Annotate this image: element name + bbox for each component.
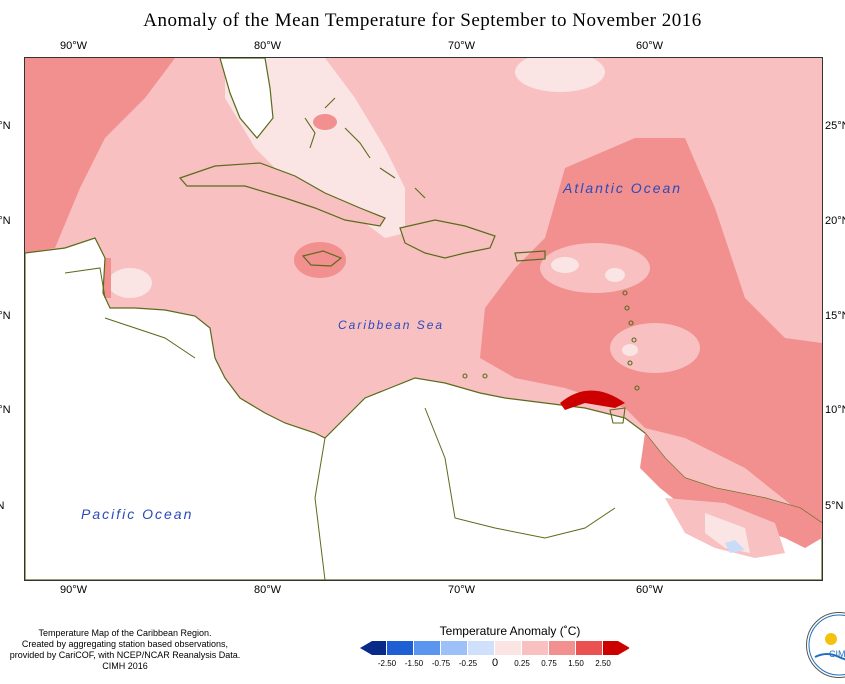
- cimh-logo: CIM: [806, 612, 845, 678]
- land-cuba: [178, 162, 386, 227]
- bottom-lon-label: 60°W: [636, 584, 664, 596]
- legend-swatch: [576, 641, 603, 655]
- legend-tick-label: -1.50: [404, 659, 424, 668]
- legend-tick-label: -0.75: [431, 659, 451, 668]
- legend-swatch: [441, 641, 468, 655]
- bottom-lon-label: 80°W: [254, 584, 282, 596]
- left-lat-label: 5°N: [0, 500, 5, 512]
- anomaly-zone-high-bahamas: [313, 114, 337, 130]
- legend-swatch: [495, 641, 522, 655]
- map-title: Anomaly of the Mean Temperature for Sept…: [143, 10, 702, 31]
- top-lon-label: 60°W: [636, 40, 664, 52]
- border-yucatan: [64, 267, 106, 299]
- left-lat-label: 20°N: [0, 215, 11, 227]
- anomaly-zone-low-barbados: [622, 344, 638, 356]
- right-lat-label: 10°N: [825, 404, 845, 416]
- anomaly-zone-low-belize: [108, 268, 152, 298]
- right-lat-label: 15°N: [825, 310, 845, 322]
- temperature-anomaly-map: [25, 58, 822, 580]
- land-florida: [219, 58, 274, 139]
- anomaly-zone-mid-windward: [610, 323, 700, 373]
- anomaly-zone-very-high: [560, 390, 625, 410]
- bahamas-islands: [304, 97, 426, 199]
- anomaly-zone-high-guianas: [640, 433, 822, 548]
- border-colombia: [314, 437, 326, 580]
- label-atlantic-ocean: Atlantic Ocean: [563, 180, 683, 196]
- anomaly-zone-low-virgin: [605, 268, 625, 282]
- right-lat-label: 20°N: [825, 215, 845, 227]
- legend-swatch: [387, 641, 414, 655]
- legend-colorbar: [360, 641, 630, 655]
- legend-swatch: [549, 641, 576, 655]
- anomaly-zone-high-jamaica: [294, 242, 346, 278]
- land-puerto-rico: [514, 250, 546, 262]
- land-trinidad: [609, 407, 626, 424]
- legend-tick-label: 1.50: [568, 659, 584, 668]
- cimh-logo-text: CIM: [829, 649, 845, 659]
- legend-tick-label: -2.50: [377, 659, 397, 668]
- right-lat-label: 5°N: [825, 500, 844, 512]
- legend-tick-label: 0.75: [541, 659, 557, 668]
- anomaly-zone-low-guianas: [705, 513, 750, 553]
- lesser-antilles: [462, 290, 640, 391]
- top-lon-label: 80°W: [254, 40, 282, 52]
- credit-line-4: CIMH 2016: [102, 661, 148, 671]
- credit-text: Temperature Map of the Caribbean Region.…: [0, 628, 250, 672]
- legend-swatch: [468, 641, 495, 655]
- credit-line-1: Temperature Map of the Caribbean Region.: [38, 628, 212, 638]
- top-lon-label: 70°W: [448, 40, 476, 52]
- legend-tick-label: 0: [491, 657, 499, 669]
- land-jamaica: [301, 250, 343, 267]
- bottom-lon-label: 90°W: [60, 584, 88, 596]
- legend-swatch: [603, 641, 630, 655]
- credit-line-2: Created by aggregating station based obs…: [21, 639, 229, 649]
- legend-tick-label: 0.25: [514, 659, 530, 668]
- legend-swatch: [522, 641, 549, 655]
- legend-swatch: [360, 641, 387, 655]
- left-lat-label: 15°N: [0, 310, 11, 322]
- bottom-lon-label: 70°W: [448, 584, 476, 596]
- label-caribbean-sea: Caribbean Sea: [338, 318, 445, 332]
- border-honduras: [104, 317, 196, 359]
- anomaly-zone-negative: [725, 540, 745, 553]
- legend-tick-label: 2.50: [595, 659, 611, 668]
- credit-line-3: provided by CariCOF, with NCEP/NCAR Rean…: [9, 650, 241, 660]
- left-lat-label: 25°N: [0, 120, 11, 132]
- map-area: Atlantic Ocean Caribbean Sea Pacific Oce…: [24, 57, 823, 581]
- cimh-logo-icon: CIM: [808, 614, 845, 676]
- land-hispaniola: [399, 219, 496, 259]
- legend-title: Temperature Anomaly (˚C): [439, 624, 581, 638]
- anomaly-zone-low-ne: [515, 58, 605, 92]
- anomaly-zone-high-nw: [25, 58, 175, 253]
- left-lat-label: 10°N: [0, 404, 11, 416]
- right-lat-label: 25°N: [825, 120, 845, 132]
- top-lon-label: 90°W: [60, 40, 88, 52]
- legend-tick-label: -0.25: [458, 659, 478, 668]
- anomaly-zone-low-pr: [551, 257, 579, 273]
- legend-swatch: [414, 641, 441, 655]
- label-pacific-ocean: Pacific Ocean: [81, 506, 194, 522]
- anomaly-zone-mid-antilles: [540, 243, 650, 293]
- border-venezuela: [424, 407, 616, 539]
